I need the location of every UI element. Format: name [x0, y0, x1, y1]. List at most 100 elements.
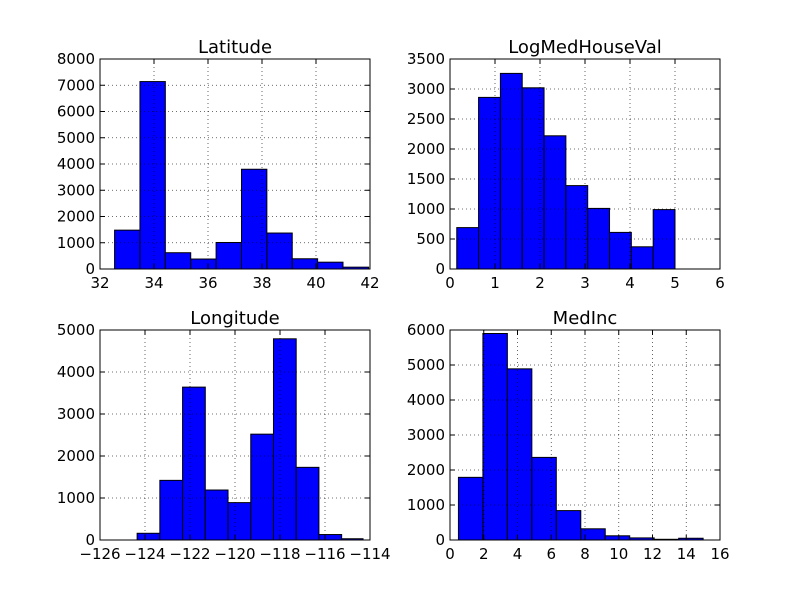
- subplot-title: LogMedHouseVal: [508, 37, 662, 58]
- histogram-bar: [272, 338, 297, 541]
- histogram-bar: [506, 368, 533, 541]
- x-tick-label: −116: [304, 545, 345, 563]
- y-tick-label: 2000: [57, 447, 95, 465]
- y-tick-label: 1500: [407, 170, 445, 188]
- x-tick-label: 38: [252, 274, 271, 292]
- x-tick-label: 10: [609, 545, 628, 563]
- histogram-bar: [159, 479, 184, 541]
- y-tick-label: 1000: [407, 200, 445, 218]
- y-tick-label: 3000: [407, 426, 445, 444]
- x-tick-label: 0: [445, 274, 455, 292]
- histogram-bar: [604, 535, 631, 541]
- y-tick-label: 6000: [407, 321, 445, 339]
- x-tick-label: 40: [306, 274, 325, 292]
- histogram-bar: [630, 246, 654, 270]
- x-tick-label: 1: [490, 274, 500, 292]
- y-tick-label: 6000: [57, 103, 95, 121]
- y-tick-label: 3000: [407, 80, 445, 98]
- histogram-bar: [227, 502, 252, 541]
- x-tick-label: 4: [513, 545, 523, 563]
- y-tick-label: 4000: [57, 363, 95, 381]
- x-tick-label: 34: [144, 274, 163, 292]
- y-tick-label: 4000: [407, 391, 445, 409]
- y-tick-label: 8000: [57, 50, 95, 68]
- y-tick-label: 5000: [57, 321, 95, 339]
- subplot-logmedhouseval: 0 1 2 3 4 5 6 0 500 1000 1500 2000 2500 3000 3500 LogMe…: [407, 37, 725, 292]
- x-tick-label: 32: [90, 274, 109, 292]
- histogram-bar: [565, 185, 589, 270]
- x-tick-label: −124: [124, 545, 165, 563]
- x-tick-label: 14: [677, 545, 696, 563]
- histogram-bar: [317, 261, 344, 270]
- x-tick-label: 16: [710, 545, 729, 563]
- x-tick-label: 36: [198, 274, 217, 292]
- y-tick-label: 2000: [57, 208, 95, 226]
- subplot-title: Longitude: [190, 308, 280, 329]
- x-tick-label: −122: [169, 545, 210, 563]
- histogram-bar: [295, 466, 320, 541]
- histogram-bar: [139, 81, 166, 270]
- histogram-bar: [457, 476, 484, 541]
- histogram-bar: [456, 227, 480, 270]
- x-tick-label: 3: [580, 274, 590, 292]
- x-tick-label: 6: [546, 545, 556, 563]
- histogram-bar: [164, 252, 192, 270]
- histogram-bar: [190, 258, 217, 270]
- y-tick-label: 3500: [407, 50, 445, 68]
- y-tick-label: 2500: [407, 110, 445, 128]
- x-tick-label: 5: [670, 274, 680, 292]
- histogram-bar: [580, 528, 606, 541]
- y-tick-label: 1000: [407, 496, 445, 514]
- y-tick-label: 3000: [57, 405, 95, 423]
- x-tick-label: 42: [360, 274, 379, 292]
- x-tick-label: 0: [445, 545, 455, 563]
- histogram-bar: [182, 386, 206, 541]
- x-tick-label: −118: [259, 545, 300, 563]
- histogram-bar: [543, 135, 567, 270]
- y-tick-label: 0: [85, 260, 95, 278]
- y-tick-label: 500: [416, 230, 445, 248]
- x-tick-label: 2: [479, 545, 489, 563]
- x-tick-label: 8: [580, 545, 590, 563]
- histogram-bar: [478, 96, 501, 270]
- y-tick-label: 0: [435, 260, 445, 278]
- y-tick-label: 4000: [57, 155, 95, 173]
- histogram-bar: [114, 229, 141, 270]
- y-tick-label: 0: [85, 531, 95, 549]
- histogram-bar: [250, 433, 274, 541]
- x-tick-label: 2: [535, 274, 545, 292]
- x-tick-label: 12: [643, 545, 662, 563]
- histogram-bar: [499, 72, 523, 270]
- histogram-bar: [609, 231, 632, 270]
- x-tick-label: −120: [214, 545, 255, 563]
- histogram-bar: [204, 489, 229, 541]
- y-tick-label: 1000: [57, 489, 95, 507]
- x-tick-label: −126: [79, 545, 120, 563]
- y-tick-label: 0: [435, 531, 445, 549]
- histogram-bar: [652, 209, 676, 270]
- subplot-title: Latitude: [198, 37, 272, 58]
- histogram-bar: [291, 258, 319, 270]
- x-tick-label: 4: [625, 274, 635, 292]
- y-tick-label: 5000: [407, 356, 445, 374]
- y-tick-label: 1000: [57, 234, 95, 252]
- y-tick-label: 2000: [407, 461, 445, 479]
- y-tick-label: 7000: [57, 76, 95, 94]
- subplot-title: MedInc: [553, 308, 618, 329]
- subplot-latitude: 32 34 36 38 40 42 0 1000 2000 3000 4000 5000 6000 700…: [57, 37, 380, 292]
- histogram-bar: [318, 534, 343, 541]
- histogram-bar: [531, 456, 557, 541]
- y-tick-label: 5000: [57, 129, 95, 147]
- subplot-medinc: 0 2 4 6 8 10 12 14 16 0 1000 2000 3000 4000 5000 6000 Me…: [407, 308, 730, 563]
- x-tick-label: −114: [349, 545, 390, 563]
- histogram-bar: [521, 87, 545, 270]
- y-tick-label: 2000: [407, 140, 445, 158]
- x-tick-label: 6: [715, 274, 725, 292]
- y-tick-label: 3000: [57, 181, 95, 199]
- histogram-bar: [136, 532, 161, 541]
- histogram-bar: [482, 333, 508, 541]
- histogram-bar: [266, 232, 293, 270]
- histogram-bar: [555, 510, 582, 541]
